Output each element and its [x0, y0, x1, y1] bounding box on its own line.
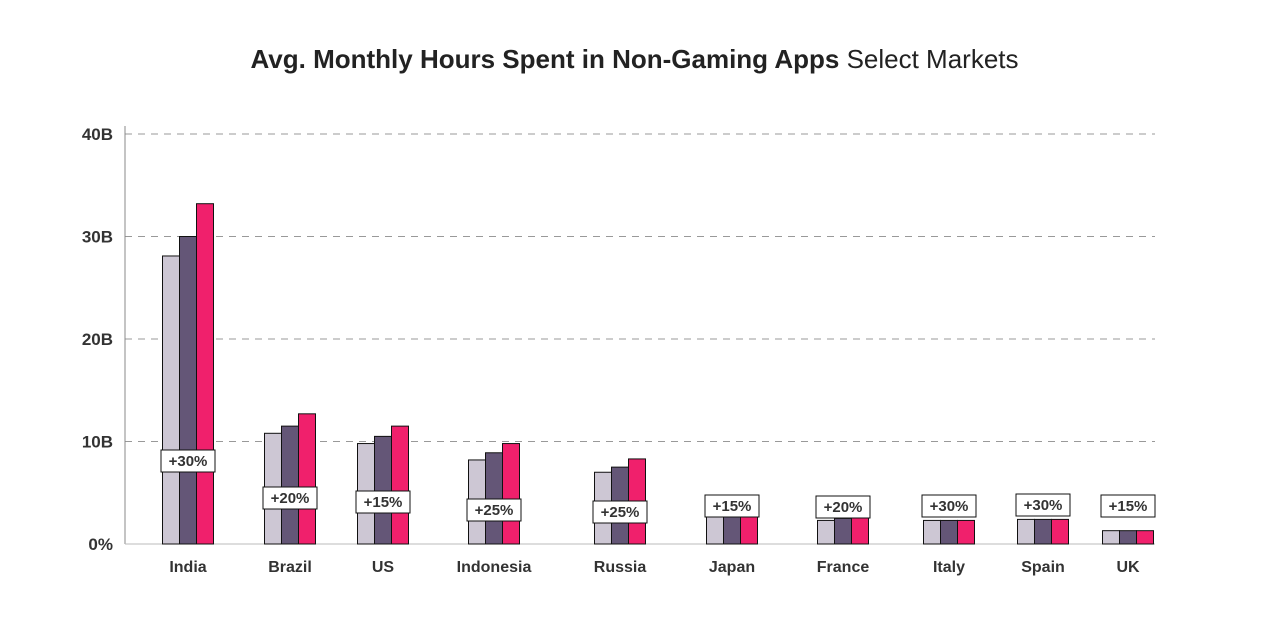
bar-italy-2 [940, 519, 958, 545]
bar-uk-3 [1136, 530, 1154, 545]
bar-us-2 [374, 435, 392, 545]
bar-spain-2 [1034, 518, 1052, 545]
bar-france-3 [851, 516, 869, 545]
growth-label: +20% [271, 490, 310, 507]
bar-italy-3 [957, 519, 975, 545]
bar-japan-1 [706, 513, 724, 545]
growth-label: +20% [824, 499, 863, 516]
growth-label: +30% [930, 498, 969, 515]
bar-spain-1 [1017, 518, 1035, 545]
bar-brazil-3 [298, 413, 316, 545]
growth-label: +15% [713, 498, 752, 515]
bar-india-2 [179, 236, 197, 545]
growth-label-box [921, 494, 977, 518]
growth-label: +15% [364, 494, 403, 511]
bar-spain-3 [1051, 518, 1069, 545]
bar-france-1 [817, 519, 835, 545]
bar-italy-1 [923, 519, 941, 545]
growth-label-box [355, 490, 411, 514]
x-tick-label: Indonesia [457, 559, 532, 576]
bar-indonesia-2 [485, 452, 503, 545]
growth-label-box [1015, 493, 1071, 517]
x-tick-label: UK [1116, 559, 1140, 576]
growth-label: +30% [1024, 497, 1063, 514]
x-tick-label: Brazil [268, 559, 312, 576]
growth-label: +30% [169, 453, 208, 470]
growth-label: +25% [601, 504, 640, 521]
x-tick-label: India [169, 559, 206, 576]
chart-subtitle: Select Markets [846, 44, 1019, 74]
bar-france-2 [834, 517, 852, 545]
chart-title: Avg. Monthly Hours Spent in Non-Gaming A… [0, 44, 1269, 75]
bar-japan-3 [740, 513, 758, 545]
bar-india-1 [162, 255, 180, 545]
growth-label: +15% [1109, 498, 1148, 515]
chart-title-main: Avg. Monthly Hours Spent in Non-Gaming A… [250, 44, 840, 74]
bar-india-3 [196, 203, 214, 545]
y-tick-label: 10B [82, 433, 113, 452]
bar-japan-2 [723, 513, 741, 545]
x-tick-label: Russia [594, 559, 647, 576]
bar-uk-1 [1102, 530, 1120, 545]
y-tick-label: 20B [82, 330, 113, 349]
growth-label-box [466, 498, 522, 522]
y-tick-label: 40B [82, 125, 113, 144]
growth-label: +25% [475, 502, 514, 519]
growth-label-box [704, 494, 760, 518]
growth-label-box [160, 449, 216, 473]
bar-indonesia-3 [502, 443, 520, 545]
bar-uk-2 [1119, 530, 1137, 545]
growth-label-box [592, 500, 648, 524]
x-tick-label: Spain [1021, 559, 1065, 576]
growth-label-box [815, 495, 871, 519]
x-tick-label: Japan [709, 559, 755, 576]
x-tick-label: France [817, 559, 870, 576]
x-tick-label: Italy [933, 559, 965, 576]
growth-label-box [1100, 494, 1156, 518]
bar-brazil-2 [281, 425, 299, 545]
growth-label-box [262, 486, 318, 510]
y-tick-label: 30B [82, 228, 113, 247]
bar-us-3 [391, 425, 409, 545]
x-tick-label: US [372, 559, 395, 576]
y-tick-label: 0% [88, 535, 113, 554]
